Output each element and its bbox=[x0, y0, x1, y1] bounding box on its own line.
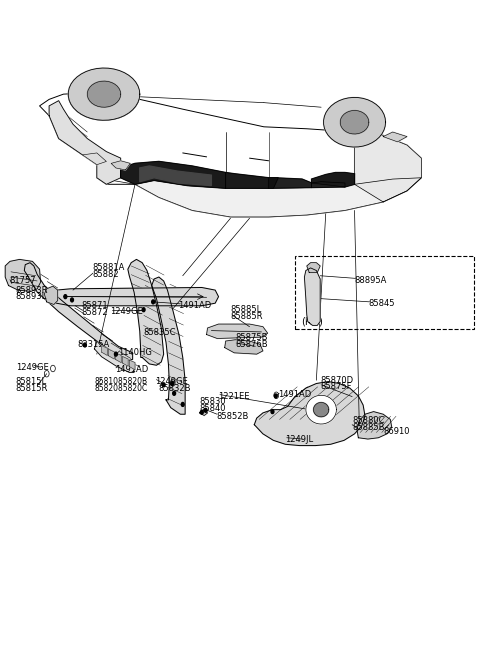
Text: 1249GE: 1249GE bbox=[16, 363, 48, 372]
Text: 85881A: 85881A bbox=[92, 264, 124, 272]
Circle shape bbox=[115, 352, 117, 356]
Circle shape bbox=[152, 300, 155, 304]
Polygon shape bbox=[87, 81, 120, 107]
Text: 85893L: 85893L bbox=[16, 292, 47, 301]
Text: 85875B: 85875B bbox=[235, 333, 268, 342]
Polygon shape bbox=[304, 268, 320, 325]
Text: 85830: 85830 bbox=[199, 398, 226, 406]
Polygon shape bbox=[102, 346, 108, 356]
Circle shape bbox=[204, 408, 207, 412]
Circle shape bbox=[271, 409, 274, 413]
Circle shape bbox=[181, 403, 184, 406]
Text: 85871: 85871 bbox=[82, 301, 108, 310]
Text: 85815R: 85815R bbox=[16, 384, 48, 392]
Circle shape bbox=[171, 382, 174, 386]
Text: 85815L: 85815L bbox=[16, 377, 47, 386]
Text: 85885R: 85885R bbox=[230, 312, 263, 321]
Text: 85885L: 85885L bbox=[230, 305, 262, 314]
Text: 85885B: 85885B bbox=[352, 422, 384, 432]
Polygon shape bbox=[312, 182, 345, 188]
Polygon shape bbox=[306, 396, 336, 424]
Text: 85876B: 85876B bbox=[235, 340, 268, 349]
Polygon shape bbox=[312, 173, 355, 187]
Polygon shape bbox=[225, 340, 263, 354]
Circle shape bbox=[142, 308, 145, 312]
Text: 85852B: 85852B bbox=[216, 412, 249, 420]
Polygon shape bbox=[269, 178, 278, 188]
Polygon shape bbox=[313, 403, 329, 417]
Circle shape bbox=[84, 343, 86, 347]
Polygon shape bbox=[357, 411, 392, 439]
Text: 1249JL: 1249JL bbox=[285, 434, 313, 443]
Polygon shape bbox=[128, 259, 164, 365]
Text: 85882: 85882 bbox=[92, 270, 119, 279]
Text: 1491AD: 1491AD bbox=[115, 365, 148, 375]
Text: 85845: 85845 bbox=[369, 299, 396, 308]
Text: 1491AD: 1491AD bbox=[178, 300, 211, 310]
Polygon shape bbox=[49, 287, 218, 306]
Text: (RH): (RH) bbox=[301, 316, 323, 327]
Polygon shape bbox=[307, 262, 320, 272]
Text: 85872: 85872 bbox=[82, 308, 108, 317]
Polygon shape bbox=[24, 262, 132, 361]
Polygon shape bbox=[49, 100, 120, 184]
Text: 82315A: 82315A bbox=[78, 340, 110, 349]
Polygon shape bbox=[39, 93, 421, 217]
Polygon shape bbox=[95, 341, 134, 373]
Polygon shape bbox=[44, 286, 58, 304]
Text: 8581085820B: 8581085820B bbox=[95, 377, 147, 386]
Polygon shape bbox=[206, 324, 268, 338]
Polygon shape bbox=[226, 173, 269, 188]
Text: 1140HG: 1140HG bbox=[118, 348, 152, 358]
Polygon shape bbox=[254, 382, 365, 445]
Text: 1249GE: 1249GE bbox=[155, 377, 188, 386]
Circle shape bbox=[64, 295, 67, 298]
Polygon shape bbox=[83, 153, 107, 165]
Polygon shape bbox=[68, 68, 140, 120]
Polygon shape bbox=[199, 409, 207, 415]
Text: 86910: 86910 bbox=[383, 426, 409, 436]
Polygon shape bbox=[355, 132, 421, 202]
Circle shape bbox=[162, 383, 165, 387]
Text: 85893R: 85893R bbox=[16, 285, 48, 295]
Polygon shape bbox=[129, 360, 135, 370]
Text: 8582085820C: 8582085820C bbox=[95, 384, 148, 392]
Text: 88895A: 88895A bbox=[355, 276, 387, 285]
Circle shape bbox=[173, 392, 176, 396]
Polygon shape bbox=[122, 356, 128, 366]
Circle shape bbox=[71, 298, 73, 302]
Circle shape bbox=[275, 394, 277, 398]
Text: 81757: 81757 bbox=[9, 276, 36, 285]
Text: 1249GE: 1249GE bbox=[110, 306, 143, 316]
Text: 1491AD: 1491AD bbox=[278, 390, 312, 399]
Text: 85840: 85840 bbox=[199, 404, 226, 413]
Text: 85832B: 85832B bbox=[159, 384, 192, 392]
Polygon shape bbox=[108, 349, 114, 359]
Polygon shape bbox=[269, 178, 312, 188]
Polygon shape bbox=[116, 353, 121, 363]
Circle shape bbox=[200, 410, 203, 414]
Polygon shape bbox=[111, 161, 130, 170]
Text: 85875F: 85875F bbox=[320, 382, 352, 391]
Polygon shape bbox=[120, 161, 226, 188]
Polygon shape bbox=[340, 110, 369, 134]
Polygon shape bbox=[135, 178, 421, 217]
Text: 1221EE: 1221EE bbox=[218, 392, 250, 401]
Polygon shape bbox=[5, 259, 40, 291]
Polygon shape bbox=[152, 277, 185, 414]
Text: 85870D: 85870D bbox=[320, 376, 353, 385]
Polygon shape bbox=[383, 132, 407, 142]
Polygon shape bbox=[324, 98, 385, 147]
Text: 85880C: 85880C bbox=[352, 417, 384, 425]
Polygon shape bbox=[140, 166, 211, 186]
Text: 85835C: 85835C bbox=[144, 328, 176, 337]
